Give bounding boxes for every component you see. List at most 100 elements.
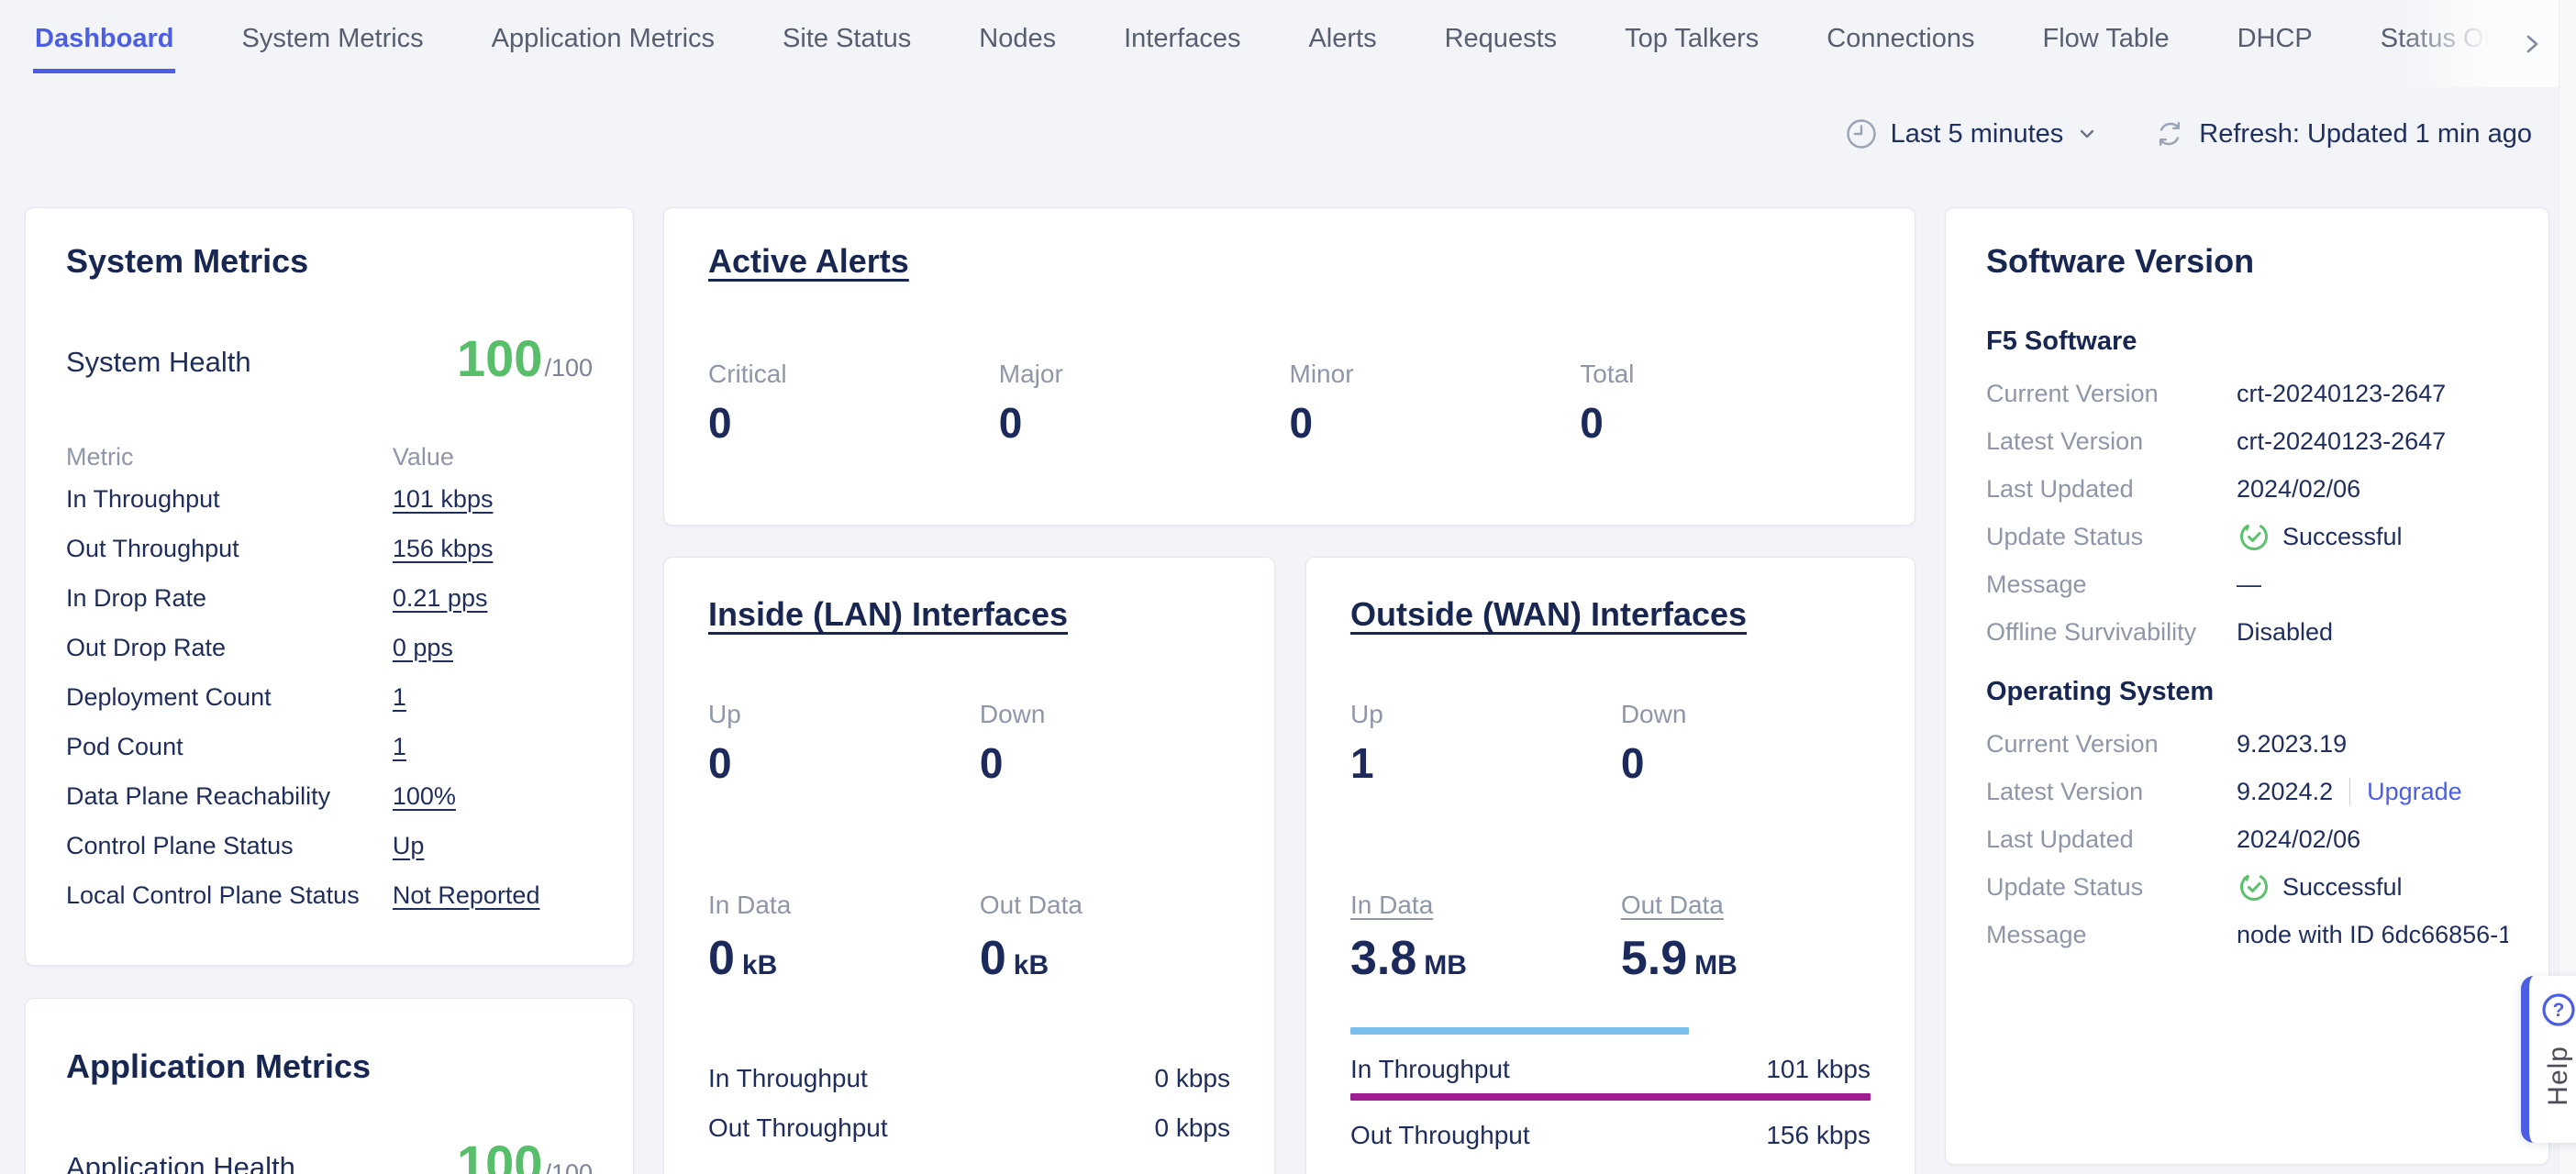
row-value: node with ID 6dc66856-1... <box>2237 921 2508 949</box>
down-value: 0 <box>1621 737 1871 789</box>
list-item: Latest Version crt-20240123-2647 <box>1986 417 2508 465</box>
f5-software-rows: Current Version crt-20240123-2647 Latest… <box>1986 370 2508 656</box>
time-range-selector[interactable]: Last 5 minutes <box>1845 117 2099 150</box>
alert-stat-label: Total <box>1580 359 1871 390</box>
list-item: Last Updated 2024/02/06 <box>1986 815 2508 863</box>
out-data-unit: kB <box>1014 950 1049 981</box>
system-metrics-card: System Metrics System Health 100 /100 Me… <box>25 207 634 966</box>
help-button[interactable]: ? Help <box>2521 976 2576 1143</box>
wan-up-stat: Up 1 <box>1350 699 1621 789</box>
alert-stat-value: 0 <box>708 397 999 449</box>
out-data-unit: MB <box>1694 950 1738 981</box>
in-throughput-value: 101 kbps <box>1766 1055 1871 1084</box>
alert-stat-total: Total 0 <box>1580 359 1871 449</box>
lan-interfaces-title-link[interactable]: Inside (LAN) Interfaces <box>708 594 1068 635</box>
application-health-row: Application Health 100 /100 <box>66 1138 593 1174</box>
out-throughput-bar <box>1350 1093 1871 1101</box>
list-item: Message node with ID 6dc66856-1... <box>1986 911 2508 958</box>
alert-stat-label: Minor <box>1290 359 1581 390</box>
metric-value-link[interactable]: 1 <box>393 733 406 760</box>
clock-icon <box>1845 117 1878 150</box>
row-value: crt-20240123-2647 <box>2237 427 2446 456</box>
in-data-unit: MB <box>1424 950 1467 981</box>
tab-connections[interactable]: Connections <box>1825 0 1976 73</box>
down-label: Down <box>1621 699 1871 730</box>
lan-updown-row: Up 0 Down 0 <box>708 699 1230 789</box>
alert-stat-label: Major <box>999 359 1290 390</box>
application-metrics-title: Application Metrics <box>66 1047 593 1087</box>
out-throughput-label: Out Throughput <box>1350 1121 1530 1150</box>
alert-stat-critical: Critical 0 <box>708 359 999 449</box>
metric-value-link[interactable]: 1 <box>393 683 406 711</box>
in-data-value: 3.8 <box>1350 930 1416 987</box>
alert-stats-row: Critical 0 Major 0 Minor 0 Total 0 <box>708 359 1871 449</box>
down-label: Down <box>980 699 1230 730</box>
metric-value-link[interactable]: 0 pps <box>393 634 453 661</box>
list-item: Offline Survivability Disabled <box>1986 608 2508 656</box>
f5-software-section-header: F5 Software <box>1986 327 2508 355</box>
lan-out-throughput-group: Out Throughput 0 kbps <box>708 1108 1230 1148</box>
system-health-label: System Health <box>66 346 251 384</box>
lan-down-stat: Down 0 <box>980 699 1230 789</box>
row-value: — <box>2237 570 2261 599</box>
out-data-value: 0 <box>980 930 1006 987</box>
list-item: Latest Version 9.2024.2 Upgrade <box>1986 768 2508 815</box>
system-health-max: /100 <box>544 354 593 382</box>
question-circle-icon: ? <box>2539 991 2576 1029</box>
application-health-score: 100 <box>457 1138 542 1174</box>
metric-value-link[interactable]: 101 kbps <box>393 485 494 513</box>
row-value: 2024/02/06 <box>2237 825 2360 854</box>
metric-value-link[interactable]: Up <box>393 832 425 859</box>
column-header-metric: Metric <box>66 443 393 474</box>
metric-label: Pod Count <box>66 733 393 761</box>
metric-value-link[interactable]: 100% <box>393 782 456 810</box>
alert-stat-value: 0 <box>1290 397 1581 449</box>
chevron-down-icon <box>2076 123 2098 145</box>
alert-stat-major: Major 0 <box>999 359 1290 449</box>
active-alerts-title-link[interactable]: Active Alerts <box>708 241 909 282</box>
row-value: 2024/02/06 <box>2237 475 2360 504</box>
in-data-link[interactable]: In Data <box>1350 891 1433 919</box>
list-item: Message — <box>1986 560 2508 608</box>
lan-interfaces-card: Inside (LAN) Interfaces Up 0 Down 0 In D… <box>663 557 1275 1174</box>
lan-data-row: In Data 0 kB Out Data 0 kB <box>708 890 1230 987</box>
success-check-icon <box>2237 519 2271 554</box>
tab-dashboard[interactable]: Dashboard <box>33 0 175 73</box>
active-alerts-card: Active Alerts Critical 0 Major 0 Minor 0… <box>663 207 1915 526</box>
nav-scroll-right-button[interactable] <box>2510 22 2554 66</box>
wan-in-throughput-group: In Throughput 101 kbps <box>1350 1027 1871 1090</box>
operating-system-section-header: Operating System <box>1986 678 2508 705</box>
table-row: Control Plane Status Up <box>66 821 593 870</box>
tab-nodes[interactable]: Nodes <box>977 0 1058 73</box>
metric-value-link[interactable]: Not Reported <box>393 881 540 909</box>
row-value: Disabled <box>2237 618 2333 647</box>
tab-requests[interactable]: Requests <box>1443 0 1560 73</box>
up-value: 0 <box>708 737 980 789</box>
update-status-value: Successful <box>2282 523 2403 551</box>
metric-label: In Throughput <box>66 485 393 514</box>
alert-stat-value: 0 <box>999 397 1290 449</box>
wan-data-row: In Data 3.8 MB Out Data 5.9 MB <box>1350 890 1871 987</box>
refresh-button[interactable]: Refresh: Updated 1 min ago <box>2153 117 2532 150</box>
tab-dhcp[interactable]: DHCP <box>2236 0 2315 73</box>
up-value: 1 <box>1350 737 1621 789</box>
tab-system-metrics[interactable]: System Metrics <box>239 0 425 73</box>
software-version-title: Software Version <box>1986 241 2508 282</box>
table-row: In Drop Rate 0.21 pps <box>66 573 593 623</box>
tab-application-metrics[interactable]: Application Metrics <box>490 0 716 73</box>
tab-interfaces[interactable]: Interfaces <box>1122 0 1242 73</box>
tab-top-talkers[interactable]: Top Talkers <box>1623 0 1760 73</box>
tab-flow-table[interactable]: Flow Table <box>2041 0 2171 73</box>
list-item: Current Version 9.2023.19 <box>1986 720 2508 768</box>
metric-value-link[interactable]: 0.21 pps <box>393 584 488 612</box>
lan-in-throughput-group: In Throughput 0 kbps <box>708 1058 1230 1099</box>
tab-site-status[interactable]: Site Status <box>781 0 913 73</box>
wan-interfaces-title-link[interactable]: Outside (WAN) Interfaces <box>1350 594 1747 635</box>
upgrade-link[interactable]: Upgrade <box>2367 778 2462 806</box>
metric-value-link[interactable]: 156 kbps <box>393 535 494 562</box>
table-header: Metric Value <box>66 443 593 474</box>
row-label: Message <box>1986 921 2237 949</box>
out-data-link[interactable]: Out Data <box>1621 891 1724 919</box>
row-label: Last Updated <box>1986 825 2237 854</box>
tab-alerts[interactable]: Alerts <box>1306 0 1378 73</box>
